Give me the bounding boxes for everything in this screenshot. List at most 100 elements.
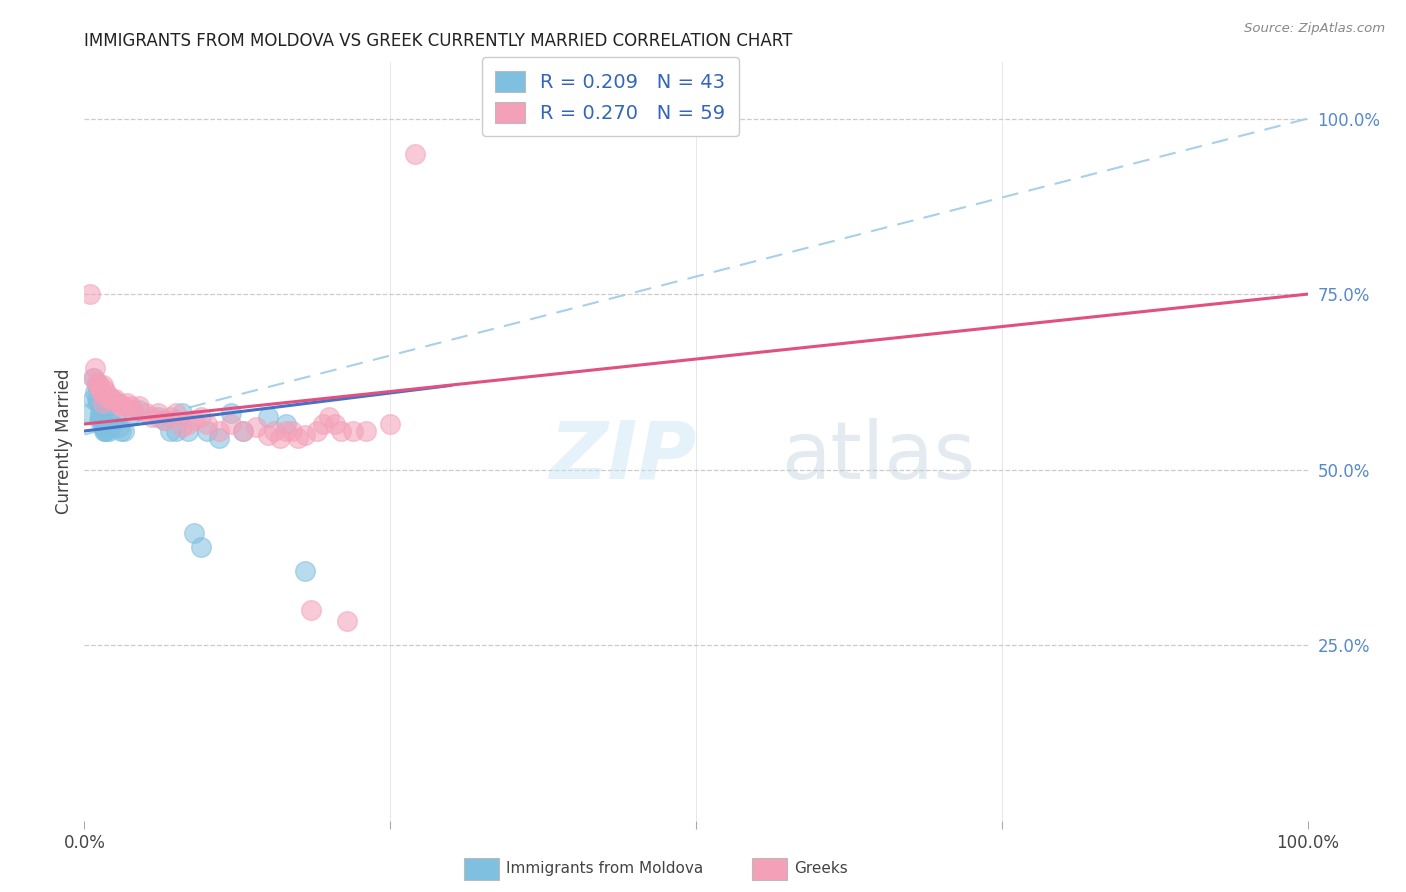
Point: [281, 424, 304, 438]
Point: [86, 375, 108, 389]
Point: [89, 409, 111, 424]
Point: [380, 417, 402, 431]
Point: [91, 378, 114, 392]
Point: [122, 403, 145, 417]
Point: [94, 389, 117, 403]
Point: [323, 417, 346, 431]
Point: [97, 389, 120, 403]
Point: [245, 420, 267, 434]
Point: [354, 424, 377, 438]
Point: [101, 392, 124, 407]
Point: [190, 540, 212, 554]
Point: [128, 403, 150, 417]
Point: [82, 392, 104, 407]
Point: [97, 424, 120, 438]
Point: [208, 431, 231, 445]
Point: [330, 424, 353, 438]
Text: Immigrants from Moldova: Immigrants from Moldova: [506, 862, 703, 876]
Point: [84, 360, 107, 375]
Point: [115, 396, 138, 410]
Point: [87, 413, 110, 427]
Text: Source: ZipAtlas.com: Source: ZipAtlas.com: [1244, 22, 1385, 36]
Point: [100, 417, 122, 431]
Point: [257, 427, 280, 442]
Point: [195, 424, 218, 438]
Point: [269, 431, 291, 445]
Point: [294, 427, 316, 442]
Point: [208, 424, 231, 438]
Point: [146, 409, 169, 424]
Point: [96, 385, 118, 400]
Point: [404, 146, 426, 161]
Point: [87, 378, 110, 392]
Point: [276, 424, 298, 438]
Point: [100, 392, 122, 407]
Point: [172, 420, 194, 434]
Point: [90, 409, 112, 424]
Point: [219, 407, 242, 421]
Point: [165, 424, 187, 438]
Point: [336, 614, 359, 628]
Point: [159, 409, 181, 424]
Text: atlas: atlas: [782, 417, 976, 496]
Point: [110, 400, 132, 414]
Legend: R = 0.209   N = 43, R = 0.270   N = 59: R = 0.209 N = 43, R = 0.270 N = 59: [482, 57, 740, 136]
Point: [89, 407, 111, 421]
Point: [232, 424, 254, 438]
Point: [146, 407, 169, 421]
Point: [91, 407, 114, 421]
Point: [183, 525, 205, 540]
Point: [104, 409, 127, 424]
Point: [305, 424, 328, 438]
Point: [110, 424, 132, 438]
Point: [79, 287, 101, 301]
Point: [135, 407, 157, 421]
Text: ZIP: ZIP: [550, 417, 696, 496]
Point: [177, 424, 200, 438]
Point: [183, 413, 205, 427]
Point: [219, 417, 242, 431]
Point: [89, 382, 111, 396]
Point: [82, 371, 104, 385]
Point: [93, 420, 115, 434]
Point: [263, 424, 285, 438]
Point: [177, 417, 200, 431]
Point: [318, 409, 340, 424]
Point: [294, 565, 316, 579]
Point: [86, 392, 108, 407]
Point: [84, 385, 107, 400]
Point: [287, 431, 309, 445]
Point: [91, 396, 114, 410]
Point: [87, 378, 110, 392]
Point: [93, 424, 115, 438]
Point: [195, 417, 218, 431]
Point: [112, 424, 135, 438]
Point: [83, 371, 105, 385]
Point: [79, 407, 101, 421]
Point: [96, 424, 118, 438]
Point: [299, 603, 322, 617]
Point: [159, 424, 181, 438]
Y-axis label: Currently Married: Currently Married: [55, 368, 73, 515]
Point: [107, 396, 129, 410]
Point: [94, 424, 117, 438]
Point: [104, 392, 127, 407]
Point: [165, 407, 187, 421]
Point: [276, 417, 298, 431]
Point: [312, 417, 335, 431]
Point: [90, 413, 112, 427]
Point: [172, 407, 194, 421]
Point: [90, 385, 112, 400]
Point: [122, 407, 145, 421]
Point: [107, 420, 129, 434]
Point: [153, 413, 176, 427]
Point: [91, 403, 114, 417]
Text: Greeks: Greeks: [794, 862, 848, 876]
Point: [190, 409, 212, 424]
Point: [342, 424, 364, 438]
Point: [101, 417, 124, 431]
Point: [93, 382, 115, 396]
Point: [141, 409, 163, 424]
Point: [128, 400, 150, 414]
Point: [153, 413, 176, 427]
